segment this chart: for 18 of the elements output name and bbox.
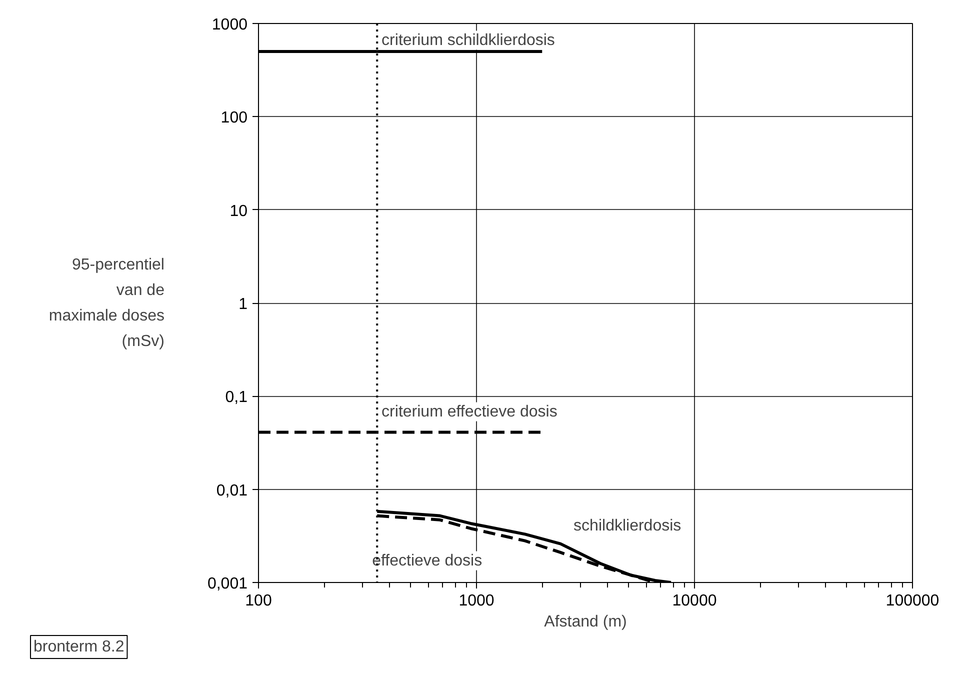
x-tick-label: 1000: [458, 592, 494, 610]
annotation: criterium schildklierdosis: [382, 32, 555, 49]
y-tick-label: 0,1: [225, 389, 248, 406]
y-tick-label: 0,001: [207, 576, 248, 592]
y-tick-label: 1000: [212, 16, 248, 34]
x-tick-label: 100: [245, 592, 272, 610]
text: bronterm 8.2: [34, 638, 124, 656]
x-tick-label: 100000: [886, 592, 940, 610]
y-tick-label: 10: [230, 202, 248, 220]
y-axis-title: 95-percentiel van de maximale doses (mSv): [48, 256, 165, 350]
x-axis-title: Afstand (m): [544, 614, 627, 630]
y-tick-label: 1: [238, 296, 248, 313]
x-tick-label: 10000: [672, 592, 717, 610]
y-tick-label: 100: [220, 110, 248, 127]
series-label: schildklierdosis: [574, 517, 682, 534]
annotation: criterium effectieve dosis: [382, 403, 558, 420]
series-label: effectieve dosis: [372, 552, 482, 570]
y-tick-label: 0,01: [216, 482, 248, 500]
